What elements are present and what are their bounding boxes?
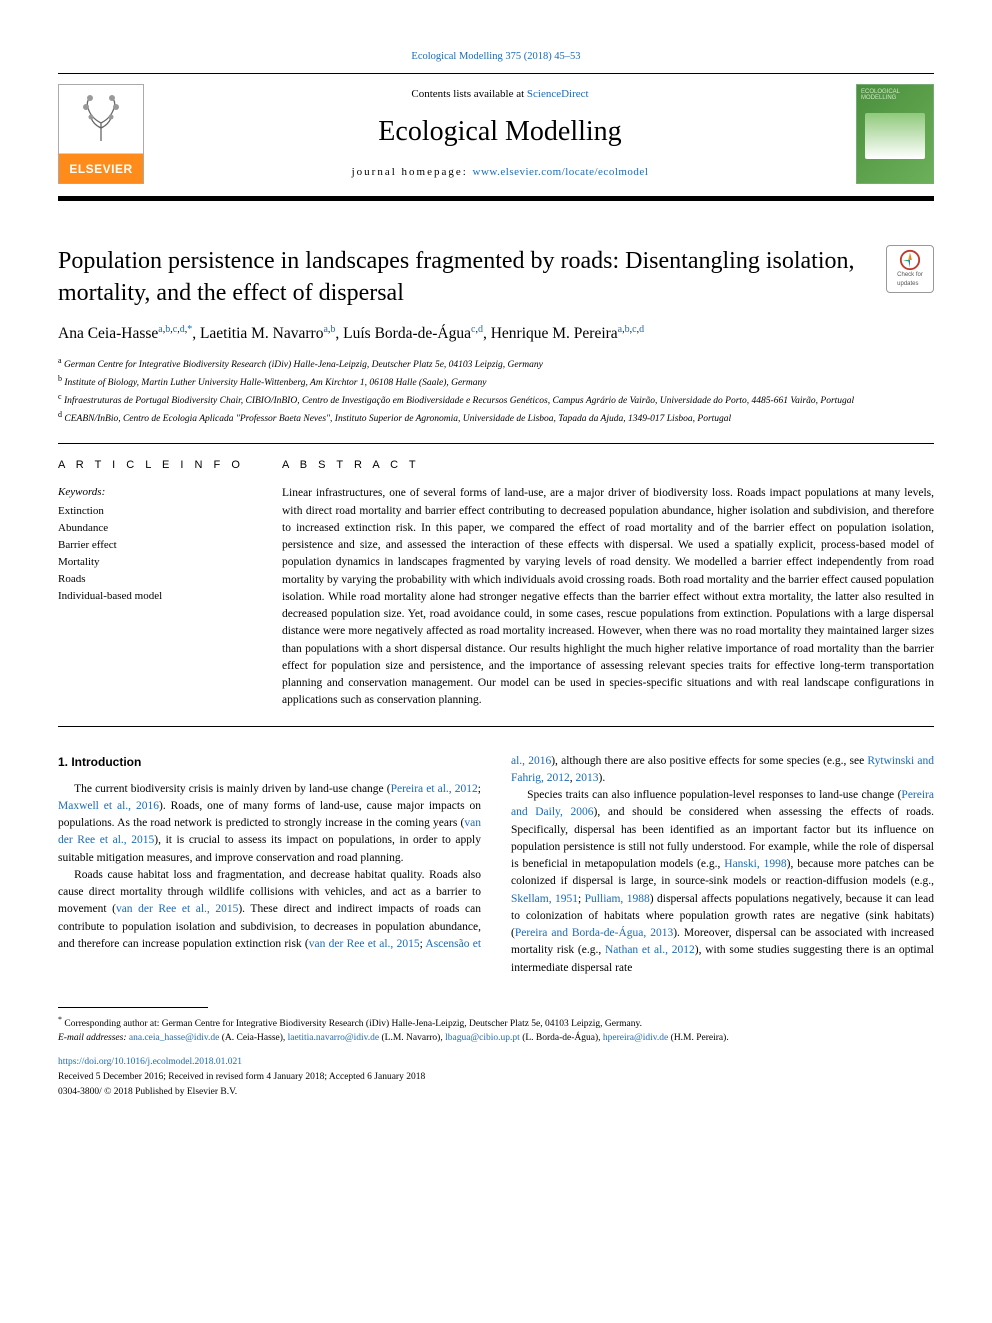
abstract-label: A B S T R A C T [282,458,934,473]
divider [58,443,934,444]
elsevier-brand-text: ELSEVIER [69,161,132,183]
keyword: Mortality [58,554,252,571]
section-heading-intro: 1. Introduction [58,753,481,771]
article-title: Population persistence in landscapes fra… [58,245,870,310]
divider [58,726,934,727]
elsevier-logo: ELSEVIER [58,84,144,184]
top-citation: Ecological Modelling 375 (2018) 45–53 [58,50,934,65]
email-who: (L.M. Navarro), [379,1033,445,1043]
keyword: Individual-based model [58,588,252,605]
homepage-line: journal homepage: www.elsevier.com/locat… [158,165,842,180]
affiliation: c Infraestruturas de Portugal Biodiversi… [58,391,934,409]
email-who: (L. Borda-de-Água), [520,1033,603,1043]
ref-link[interactable]: Skellam, 1951 [511,893,578,905]
ref-link[interactable]: van der [309,938,344,950]
abstract-text: Linear infrastructures, one of several f… [282,485,934,709]
authors: Ana Ceia-Hassea,b,c,d,*, Laetitia M. Nav… [58,323,934,345]
affiliation: a German Centre for Integrative Biodiver… [58,355,934,373]
ref-link[interactable]: Pulliam, 1988 [585,893,650,905]
check-updates-icon [899,249,921,271]
email-who: (H.M. Pereira). [668,1033,728,1043]
check-updates-text: Check forupdates [897,271,923,288]
keyword: Roads [58,571,252,588]
homepage-link[interactable]: www.elsevier.com/locate/ecolmodel [473,166,649,178]
ref-link[interactable]: Hanski, 1998 [724,858,786,870]
keywords-label: Keywords: [58,485,252,500]
info-abstract-row: A R T I C L E I N F O Keywords: Extincti… [58,458,934,710]
cover-label: ECOLOGICALMODELLING [861,89,900,102]
keyword-list: ExtinctionAbundanceBarrier effectMortali… [58,503,252,605]
article-info-column: A R T I C L E I N F O Keywords: Extincti… [58,458,252,710]
journal-cover: ECOLOGICALMODELLING [856,84,934,184]
elsevier-tree-icon [76,93,126,145]
affiliation: d CEABN/InBio, Centro de Ecologia Aplica… [58,409,934,427]
keyword: Extinction [58,503,252,520]
contents-line: Contents lists available at ScienceDirec… [158,87,842,102]
doi-line: https://doi.org/10.1016/j.ecolmodel.2018… [58,1056,934,1069]
ref-link[interactable]: Maxwell et al., 2016 [58,800,159,812]
affiliations: a German Centre for Integrative Biodiver… [58,355,934,427]
journal-header: ELSEVIER Contents lists available at Sci… [58,73,934,201]
footnote-separator [58,1007,208,1008]
ref-link[interactable]: Pereira et al., 2012 [391,783,478,795]
email-who: (A. Ceia-Hasse), [219,1033,287,1043]
keyword: Barrier effect [58,537,252,554]
email-addresses: E-mail addresses: ana.ceia_hasse@idiv.de… [58,1032,934,1046]
intro-p1: The current biodiversity crisis is mainl… [58,781,481,867]
ref-link[interactable]: 2013 [576,772,599,784]
ref-link[interactable]: Ree et al., 2015 [347,938,420,950]
body-text: 1. Introduction The current biodiversity… [58,753,934,977]
article-info-label: A R T I C L E I N F O [58,458,252,473]
abstract-column: A B S T R A C T Linear infrastructures, … [282,458,934,710]
ref-link[interactable]: van der Ree et al., 2015 [116,903,238,915]
copyright: 0304-3800/ © 2018 Published by Elsevier … [58,1086,934,1099]
email-label: E-mail addresses: [58,1033,129,1043]
affiliation: b Institute of Biology, Martin Luther Un… [58,373,934,391]
email-link[interactable]: laetitia.navarro@idiv.de [288,1033,379,1043]
ref-link[interactable]: Pereira and Borda-de-Água, 2013 [515,927,673,939]
footnotes: * Corresponding author at: German Centre… [58,1014,934,1046]
cover-image-placeholder [865,113,925,159]
check-updates-badge[interactable]: Check forupdates [886,245,934,293]
homepage-label: journal homepage: [352,166,473,178]
email-link[interactable]: ana.ceia_hasse@idiv.de [129,1033,219,1043]
email-link[interactable]: lbagua@cibio.up.pt [445,1033,520,1043]
top-citation-link[interactable]: Ecological Modelling 375 (2018) 45–53 [411,51,580,62]
contents-prefix: Contents lists available at [411,88,526,100]
intro-p3: Species traits can also influence popula… [511,787,934,977]
received-dates: Received 5 December 2016; Received in re… [58,1071,934,1084]
journal-name: Ecological Modelling [158,112,842,151]
ref-link[interactable]: Nathan et al., 2012 [605,944,695,956]
email-link[interactable]: hpereira@idiv.de [603,1033,668,1043]
keyword: Abundance [58,520,252,537]
doi-link[interactable]: https://doi.org/10.1016/j.ecolmodel.2018… [58,1057,242,1067]
sciencedirect-link[interactable]: ScienceDirect [527,88,589,100]
corresponding-author: * Corresponding author at: German Centre… [58,1014,934,1032]
header-center: Contents lists available at ScienceDirec… [158,87,842,181]
